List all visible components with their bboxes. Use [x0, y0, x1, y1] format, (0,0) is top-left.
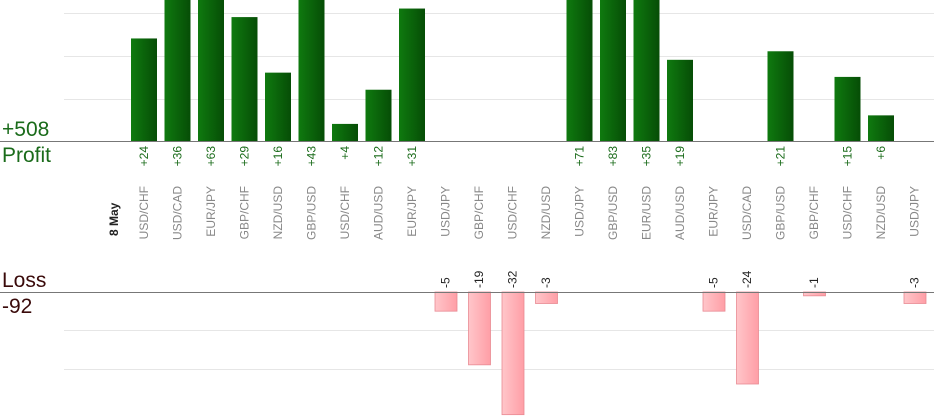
category-label: USD/JPY — [908, 186, 922, 237]
profit-value-label: +35 — [640, 146, 654, 167]
category-label: GBP/USD — [774, 186, 788, 240]
profit-bar — [131, 38, 157, 141]
profit-bar — [332, 123, 358, 141]
loss-value-label: -1 — [807, 277, 821, 288]
profit-value-label: +4 — [338, 146, 352, 160]
profit-bar — [566, 0, 593, 142]
loss-bar — [903, 291, 927, 304]
profit-value-label: +12 — [372, 146, 386, 167]
loss-value-label: -24 — [740, 270, 754, 288]
category-label: GBP/USD — [606, 186, 620, 240]
profit-value-label: +63 — [204, 146, 218, 167]
profit-value-label: +15 — [841, 146, 855, 167]
profit-bar — [399, 8, 425, 141]
category-label: AUD/USD — [673, 186, 687, 240]
loss-value-label: -3 — [908, 277, 922, 288]
profit-bar — [198, 0, 224, 141]
loss-value-label: -3 — [539, 277, 553, 288]
profit-bar — [868, 115, 894, 141]
loss-bar — [702, 291, 726, 312]
profit-total: +508 — [2, 118, 50, 141]
loss-bar — [736, 291, 759, 385]
category-label: GBP/CHF — [238, 186, 252, 239]
category-label: USD/CAD — [740, 186, 754, 240]
profit-bar — [767, 51, 794, 141]
loss-total: -92 — [2, 295, 33, 318]
category-label: USD/CHF — [506, 186, 520, 239]
category-label: EUR/USD — [640, 186, 654, 240]
profit-bar — [834, 76, 861, 141]
category-label: NZD/USD — [539, 186, 553, 240]
loss-bar — [434, 291, 458, 312]
profit-bar — [667, 59, 693, 142]
profit-bar — [600, 0, 626, 141]
profit-value-label: +6 — [874, 146, 888, 160]
loss-bar — [501, 291, 525, 416]
loss-value-label: -5 — [439, 277, 453, 288]
profit-value-label: +71 — [573, 146, 587, 167]
profit-value-label: +43 — [305, 146, 319, 167]
category-label: GBP/USD — [305, 186, 319, 240]
category-labels: USD/CHF USD/CAD EUR/JPY GBP/CHF NZD/USD GBP/U… — [137, 186, 922, 240]
loss-value-label: -19 — [472, 270, 486, 288]
category-label: USD/JPY — [573, 186, 587, 237]
profit-value-label: +19 — [673, 146, 687, 167]
bars — [131, 0, 927, 416]
category-label: GBP/CHF — [472, 186, 486, 239]
profit-value-label: +29 — [238, 146, 252, 167]
category-label: USD/JPY — [439, 186, 453, 237]
category-label: USD/CHF — [137, 186, 151, 239]
profit-bar — [164, 0, 191, 141]
category-label: NZD/USD — [874, 186, 888, 240]
loss-bar — [468, 291, 491, 366]
profit-value-label: +24 — [137, 146, 151, 167]
category-label: USD/CHF — [338, 186, 352, 239]
profit-bar — [231, 17, 258, 141]
profit-bar — [365, 89, 392, 141]
profit-value-label: +21 — [774, 146, 788, 167]
profit-value-label: +36 — [171, 146, 185, 167]
loss-label: Loss — [2, 269, 47, 292]
profit-bar — [633, 0, 660, 142]
profit-bar — [298, 0, 325, 141]
category-label: EUR/JPY — [204, 186, 218, 237]
loss-value-label: -5 — [707, 277, 721, 288]
profit-value-label: +31 — [405, 146, 419, 167]
profit-bar — [265, 72, 291, 141]
category-label: EUR/JPY — [405, 186, 419, 237]
category-label: GBP/CHF — [807, 186, 821, 239]
category-label: EUR/JPY — [707, 186, 721, 237]
category-label: AUD/USD — [372, 186, 386, 240]
gridlines — [64, 13, 934, 370]
loss-bar — [535, 291, 558, 304]
category-label: NZD/USD — [271, 186, 285, 240]
category-label: USD/CAD — [171, 186, 185, 240]
date-label: 8 May — [107, 202, 121, 236]
profit-label: Profit — [2, 144, 52, 167]
loss-value-label: -32 — [506, 270, 520, 288]
category-label: USD/CHF — [841, 186, 855, 239]
value-labels: +24 +36 +63 +29 +16 +43 +4 +12 +31 -5 -19 -32 -3 +71 +… — [137, 146, 922, 288]
profit-value-label: +16 — [271, 146, 285, 167]
profit-value-label: +83 — [606, 146, 620, 167]
